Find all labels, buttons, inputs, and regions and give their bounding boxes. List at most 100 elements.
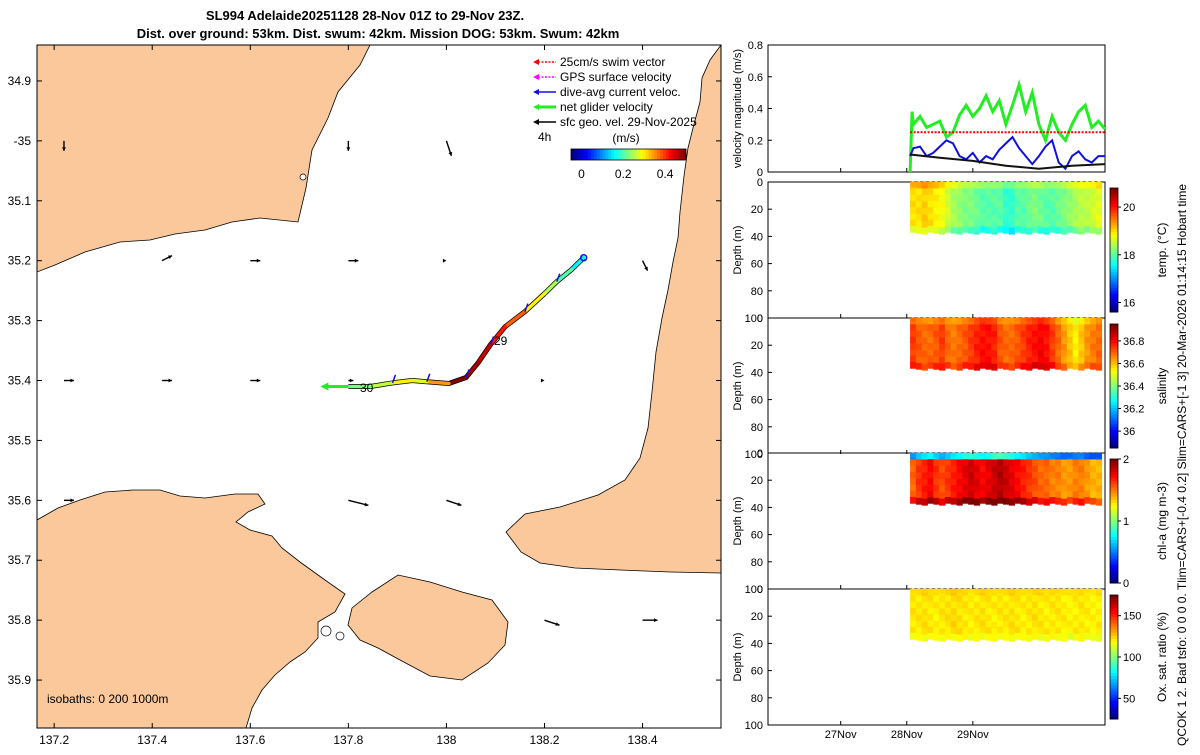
section-cell (1072, 343, 1079, 351)
colorbar-cell (657, 149, 661, 160)
section-colorbar-cell (1110, 262, 1118, 266)
section-cell (979, 336, 986, 344)
section-cell (1037, 459, 1045, 467)
dive-current-vector (524, 303, 529, 312)
section-cell (1084, 194, 1091, 202)
section-cell (962, 324, 969, 331)
section-cell (1049, 465, 1056, 473)
speed-colorbar: 0 0.2 0.4 (570, 148, 687, 181)
section-cell (979, 459, 986, 466)
section-cell (1066, 194, 1074, 202)
section-ytick-label: 40 (751, 367, 763, 379)
section-surface-dot (1003, 452, 1009, 458)
colorbar-cell (582, 149, 586, 160)
section-cell (979, 362, 986, 369)
section-cell (985, 214, 992, 221)
section-cell (910, 355, 917, 363)
section-colorbar-cell (1110, 502, 1118, 506)
section-cell (1037, 614, 1045, 622)
section-cell (1049, 614, 1056, 621)
section-cell (1043, 324, 1050, 332)
track-segment (554, 267, 574, 284)
section-ytick-label: 20 (751, 475, 763, 487)
section-surface-dot (962, 588, 968, 594)
section-cell (944, 188, 952, 195)
section-cell (927, 465, 934, 473)
section-cell (985, 356, 992, 364)
section-ytick-label: 60 (751, 259, 763, 271)
section-colorbar-cell (1110, 225, 1118, 229)
section-colorbar-cell (1110, 712, 1118, 717)
section-cell (968, 633, 975, 641)
section-cell (1043, 344, 1050, 352)
section-cell (1008, 221, 1015, 229)
section-cell (962, 478, 969, 485)
section-cell (1090, 324, 1097, 332)
section-cell (997, 219, 1004, 227)
legend-label-sfc: sfc geo. vel. 29-Nov-2025 (560, 115, 697, 129)
section-cell (1037, 601, 1045, 609)
section-colorbar-tick-label: 36 (1123, 426, 1135, 438)
section-cell (1026, 479, 1033, 487)
section-surface-dot (910, 588, 916, 594)
section-cell (979, 219, 986, 227)
section-surface-dot (950, 452, 957, 458)
section-colorbar-cell (1110, 567, 1118, 572)
section-cell (1043, 472, 1050, 480)
section-surface-dot (1055, 181, 1061, 187)
section-cell (985, 633, 992, 641)
section-cell (962, 213, 969, 221)
colorbar-cell (674, 149, 678, 160)
section-colorbar-cell (1110, 595, 1118, 599)
section-cell (968, 214, 975, 221)
section-cell (1072, 459, 1079, 467)
velocity-series-line (908, 79, 1107, 173)
section-cell (1061, 485, 1068, 493)
section-colorbar-cell (1110, 407, 1118, 412)
section-cell (933, 627, 940, 635)
section-cell (927, 620, 934, 628)
section-cell (1061, 188, 1068, 196)
section-cell (1078, 498, 1085, 506)
section-cell (1049, 194, 1056, 202)
section-cell (1061, 602, 1068, 609)
colorbar-cell (622, 149, 627, 160)
dive-current-vector (391, 374, 397, 384)
section-cell (985, 220, 992, 228)
section-cell (1066, 219, 1074, 227)
section-cell (1066, 633, 1074, 640)
colorbar-cell (660, 149, 664, 160)
section-surface-dot (1003, 317, 1009, 323)
section-cell (933, 601, 940, 609)
section-cell (1066, 595, 1074, 602)
section-cell (1095, 324, 1103, 332)
legend-label-gps: GPS surface velocity (560, 70, 671, 84)
section-surface-dot (933, 452, 939, 458)
section-cell (921, 628, 928, 636)
section-cell (1084, 200, 1091, 208)
section-cell (915, 188, 923, 196)
colorbar-cell (608, 149, 612, 160)
section-cell (1002, 324, 1010, 332)
section-colorbar-tick-label: 20 (1123, 202, 1135, 214)
section-cell (921, 363, 928, 371)
section-cell (973, 357, 981, 365)
section-cell (991, 227, 998, 235)
section-cell (1008, 357, 1015, 365)
section-cell (1061, 195, 1068, 202)
section-surface-dot (980, 588, 986, 594)
section-cell (933, 188, 940, 196)
section-surface-dot (1072, 588, 1079, 594)
colorbar-cell (631, 149, 635, 160)
section-cell (1043, 221, 1050, 229)
section-cell (1084, 497, 1091, 504)
section-colorbar-cell (1110, 573, 1118, 578)
section-surface-dot (991, 588, 997, 594)
section-cell (1026, 472, 1033, 480)
section-cell (1032, 626, 1039, 634)
section-surface-dot (956, 181, 963, 187)
section-colorbar-cell (1110, 570, 1118, 575)
section-cell (1043, 363, 1050, 371)
section-cell (1090, 214, 1097, 221)
section-cell (1043, 357, 1050, 365)
